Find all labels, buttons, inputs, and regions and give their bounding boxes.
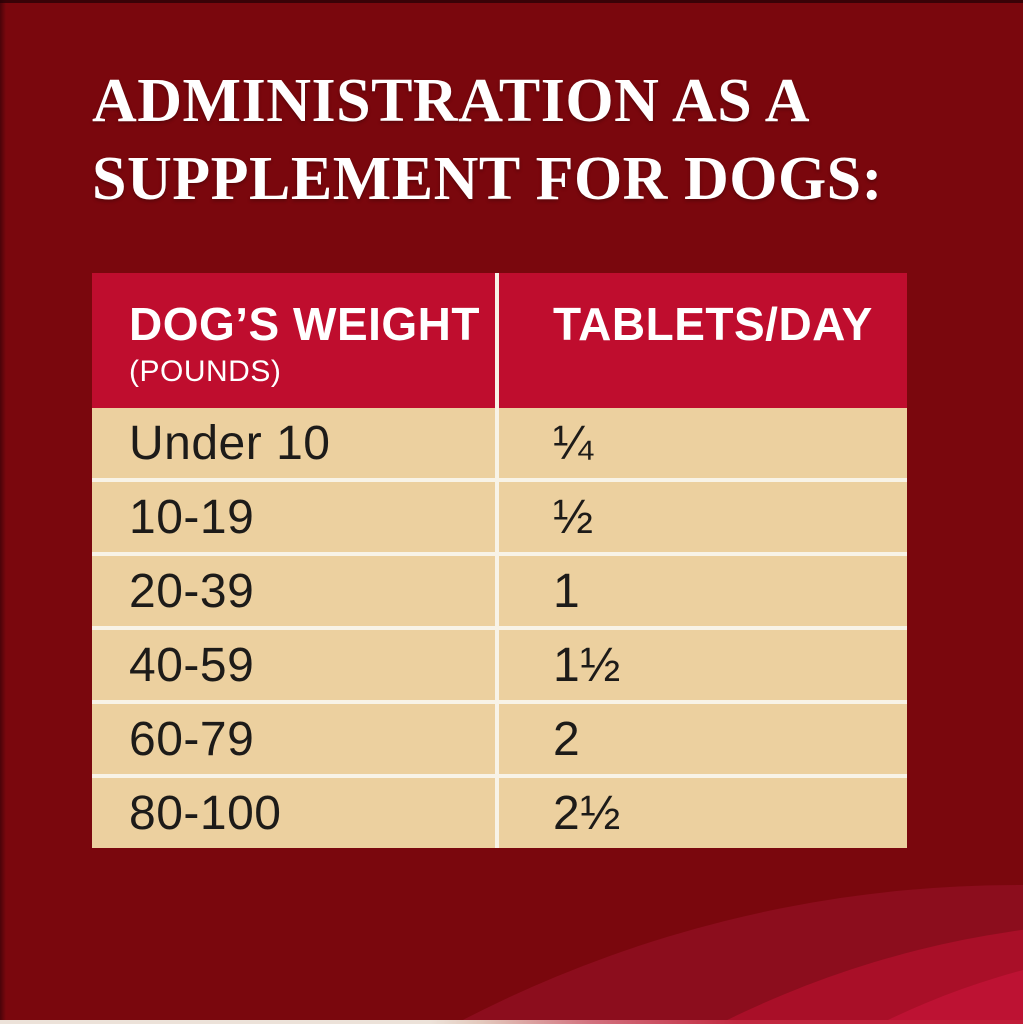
tablets-cell: 1 [553, 564, 581, 618]
table-row: 60-79 2 [92, 700, 907, 774]
section-title: ADMINISTRATION AS A SUPPLEMENT FOR DOGS: [92, 62, 883, 218]
section-title-line-2: SUPPLEMENT FOR DOGS: [92, 145, 883, 213]
table-header-row: DOG’S WEIGHT (POUNDS) TABLETS/DAY [92, 273, 907, 408]
column-header-sublabel: (POUNDS) [129, 355, 282, 389]
column-header-label: DOG’S WEIGHT [129, 298, 480, 350]
section-title-line-1: ADMINISTRATION AS A [92, 67, 811, 135]
column-divider [495, 273, 499, 848]
table-row: Under 10 ¼ [92, 408, 907, 478]
column-header-label: TABLETS/DAY [553, 298, 873, 350]
weight-cell: 40-59 [129, 638, 255, 692]
weight-cell: 10-19 [129, 490, 255, 544]
table-row: 10-19 ½ [92, 478, 907, 552]
dosage-table: DOG’S WEIGHT (POUNDS) TABLETS/DAY Under … [92, 273, 907, 848]
table-row: 20-39 1 [92, 552, 907, 626]
photo-edge-left [0, 0, 6, 1024]
weight-cell: 60-79 [129, 712, 255, 766]
weight-cell: 80-100 [129, 786, 282, 840]
table-row: 80-100 2½ [92, 774, 907, 848]
photo-edge-top [0, 0, 1023, 3]
weight-cell: Under 10 [129, 416, 331, 470]
table-body: Under 10 ¼ 10-19 ½ 20-39 1 40-59 1½ 60-7… [92, 408, 907, 848]
tablets-cell: 2 [553, 712, 581, 766]
column-header-tablets-day: TABLETS/DAY [495, 273, 907, 408]
tablets-cell: 1½ [553, 638, 621, 692]
tablets-cell: ¼ [553, 416, 594, 470]
tablets-cell: ½ [553, 490, 594, 544]
table-row: 40-59 1½ [92, 626, 907, 700]
weight-cell: 20-39 [129, 564, 255, 618]
tablets-cell: 2½ [553, 786, 621, 840]
bottom-edge-strip [0, 1020, 1023, 1024]
column-header-dogs-weight: DOG’S WEIGHT (POUNDS) [92, 273, 495, 408]
